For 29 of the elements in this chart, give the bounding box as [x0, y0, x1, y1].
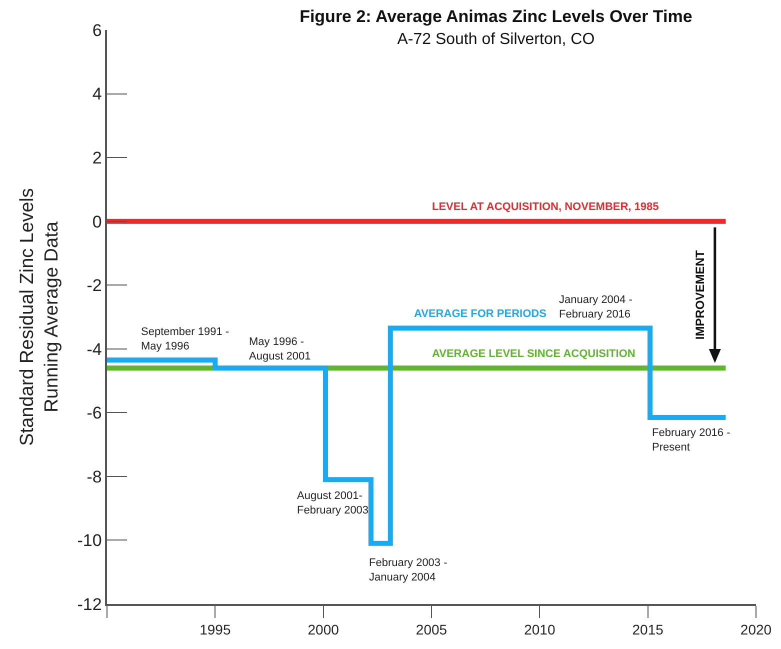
annotation: August 2001- February 2003 — [297, 490, 369, 516]
y-tick-label: -10 — [77, 531, 102, 550]
y-tick-label: 2 — [92, 148, 102, 168]
annotation: September 1991 - May 1996 — [141, 326, 230, 352]
y-tick-label: -6 — [86, 404, 102, 423]
y-tick-label: -2 — [86, 276, 102, 296]
y-tick-label: -4 — [86, 340, 102, 359]
x-tick-label: 2015 — [632, 622, 664, 638]
x-tick-label: 2000 — [308, 622, 340, 638]
annotation: May 1996 - August 2001 — [249, 336, 311, 362]
y-tick-label: 6 — [92, 20, 102, 40]
annotation: February 2003 - January 2004 — [369, 557, 448, 584]
x-tick-label: 2020 — [740, 622, 772, 638]
y-tick-label: -12 — [77, 594, 102, 614]
chart-title: Figure 2: Average Animas Zinc Levels Over Time — [300, 7, 692, 26]
ref-line-label: LEVEL AT ACQUISITION, NOVEMBER, 1985 — [432, 201, 659, 213]
y-tick-label: -8 — [86, 467, 102, 486]
y-tick-label: 4 — [92, 84, 102, 104]
chart-subtitle: A-72 South of Silverton, CO — [397, 31, 595, 48]
y-tick-label: 0 — [92, 212, 102, 232]
annotation: February 2016 - Present — [652, 427, 731, 454]
annotation: January 2004 - February 2016 — [559, 294, 633, 320]
x-tick-label: 2005 — [416, 622, 448, 638]
series-label: AVERAGE FOR PERIODS — [414, 308, 546, 320]
annotation: IMPROVEMENT — [693, 250, 708, 340]
x-tick-label: 2010 — [524, 622, 556, 638]
ref-line-label: AVERAGE LEVEL SINCE ACQUISITION — [432, 348, 636, 360]
y-axis-title: Standard Residual Zinc Levels Running Average Data — [16, 188, 63, 446]
x-tick-label: 1995 — [200, 622, 231, 638]
